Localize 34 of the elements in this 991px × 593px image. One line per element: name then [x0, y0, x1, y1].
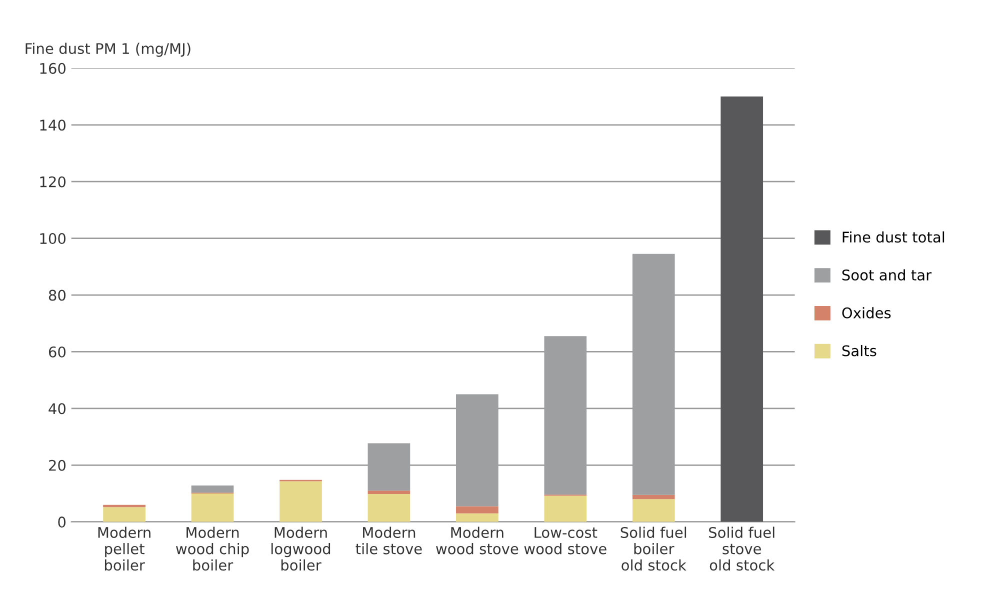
bar	[632, 499, 675, 522]
legend-label: Fine dust total	[842, 231, 944, 243]
bar	[544, 496, 587, 522]
y-tick-label: 40	[48, 403, 66, 414]
y-tick-label: 20	[49, 460, 66, 471]
y-tick-label: 140	[40, 120, 66, 131]
y-axis-title: Fine dust PM 1 (mg/MJ)	[26, 42, 190, 57]
x-tick-label: Modern wood stove	[436, 526, 518, 554]
x-tick-label: Solid fuel boiler old stock	[620, 526, 686, 571]
y-tick-label: 160	[40, 62, 66, 74]
bar	[103, 507, 146, 522]
x-tick-label: Modern logwood boiler	[271, 526, 330, 571]
bar	[280, 481, 322, 522]
bar	[456, 506, 498, 514]
y-tick-label: 60	[48, 346, 66, 358]
legend-label: Oxides	[842, 307, 891, 318]
bar	[368, 494, 410, 522]
x-tick-label: Solid fuel stove old stock	[709, 526, 775, 571]
bar	[632, 494, 675, 500]
bar	[368, 490, 410, 494]
bar	[191, 486, 234, 493]
x-tick-label: Low-cost wood stove	[524, 527, 606, 554]
x-tick-label: Modern wood chip boiler	[176, 526, 249, 571]
bar	[720, 96, 764, 522]
legend-label: Soot and tar	[842, 269, 932, 281]
y-tick-label: 100	[40, 233, 66, 244]
y-tick-label: 0	[58, 516, 66, 528]
y-tick-label: 80	[48, 290, 66, 301]
bar	[191, 493, 234, 522]
y-tick-label: 120	[40, 176, 66, 188]
legend-label: Salts	[842, 345, 876, 356]
x-tick-label: Modern pellet boiler	[98, 526, 150, 571]
bar	[456, 513, 498, 522]
x-tick-label: Modern tile stove	[356, 526, 422, 554]
